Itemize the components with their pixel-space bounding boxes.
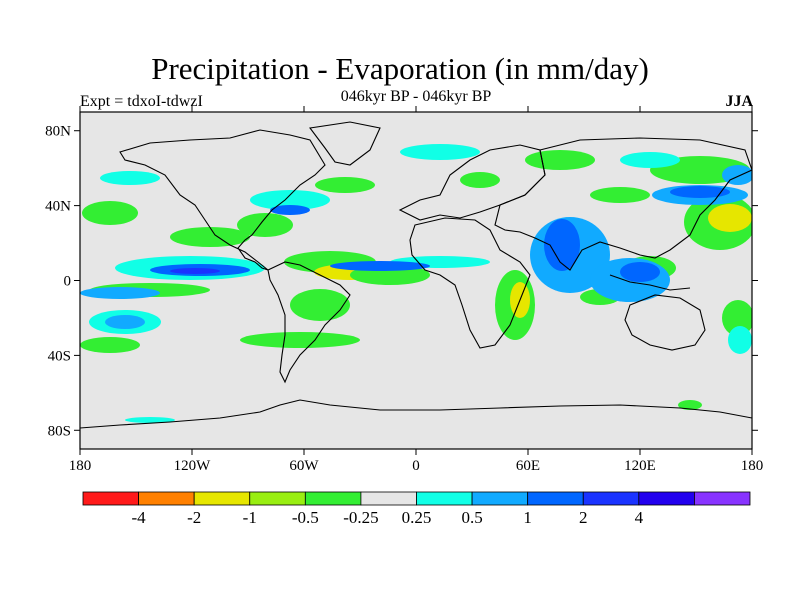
latitude-axis: 80N 40N 0 40S 80S: [45, 124, 758, 439]
field-patch: [620, 262, 660, 282]
colorbar-label: -1: [243, 508, 257, 527]
colorbar-swatch: [694, 491, 751, 506]
lat-tick-label: 80S: [48, 423, 71, 439]
colorbar-swatch: [82, 491, 139, 506]
colorbar: -4 -2 -1 -0.5 -0.25 0.25 0.5 1 2 4: [82, 491, 751, 527]
field-patch: [708, 204, 752, 232]
field-patch: [678, 400, 702, 410]
field-patch: [80, 337, 140, 353]
lat-tick-label: 40N: [45, 199, 71, 215]
colorbar-swatch: [638, 491, 695, 506]
field-patch: [290, 289, 350, 321]
colorbar-swatch: [249, 491, 306, 506]
field-patch: [125, 417, 175, 423]
colorbar-label: -0.25: [343, 508, 378, 527]
field-patch: [105, 315, 145, 329]
chart-subtitle: 046kyr BP - 046kyr BP: [340, 88, 492, 105]
coastline-greenland: [309, 121, 381, 166]
field-patch: [728, 326, 752, 354]
colorbar-label: -4: [131, 508, 146, 527]
lon-tick-label: 120E: [624, 458, 656, 474]
field-patch: [544, 219, 580, 271]
colorbar-label: 1: [523, 508, 532, 527]
colorbar-swatch: [582, 491, 640, 506]
coastline-north-america: [119, 129, 326, 271]
coastline-indonesia: [609, 274, 691, 291]
colorbar-swatch: [360, 491, 417, 506]
lat-tick-label: 80N: [45, 124, 71, 140]
lon-tick-label: 180: [741, 458, 764, 474]
field-patch: [250, 190, 330, 210]
field-patch: [722, 300, 752, 336]
precip-field: [80, 144, 752, 423]
longitude-axis: 180 120W 60W 0 60E 120E 180: [69, 106, 764, 474]
field-patch: [670, 186, 730, 198]
field-patch: [82, 201, 138, 225]
colorbar-swatch: [416, 491, 473, 506]
lon-tick-label: 60W: [289, 458, 319, 474]
field-patch: [590, 187, 650, 203]
field-patch: [315, 177, 375, 193]
season-label: JJA: [725, 93, 753, 110]
field-patch: [240, 332, 360, 348]
colorbar-label: 0.25: [402, 508, 432, 527]
field-patch: [237, 213, 293, 237]
field-patch: [80, 287, 160, 299]
field-patch: [330, 261, 430, 271]
coastline-africa: [409, 217, 531, 349]
colorbar-label: -2: [187, 508, 201, 527]
coastline-asia: [494, 137, 752, 271]
coastline-australia: [624, 294, 706, 351]
colorbar-label: 4: [635, 508, 644, 527]
field-patch: [100, 171, 160, 185]
field-patch: [460, 172, 500, 188]
field-patch: [170, 227, 250, 247]
lat-tick-label: 40S: [48, 348, 71, 364]
colorbar-swatch: [527, 491, 584, 506]
lon-tick-label: 60E: [516, 458, 540, 474]
coastline-antarctica: [80, 399, 752, 429]
colorbar-swatch: [138, 491, 195, 506]
coastline-south-america: [267, 261, 351, 384]
field-patch: [270, 205, 310, 215]
colorbar-swatch: [193, 491, 251, 506]
experiment-label: Expt = tdxoI-tdwzI: [80, 93, 203, 110]
field-patch: [400, 144, 480, 160]
lat-tick-label: 0: [64, 274, 72, 290]
colorbar-swatch: [304, 491, 362, 506]
coastlines: [80, 121, 752, 429]
field-patch: [620, 152, 680, 168]
field-patch: [722, 165, 752, 185]
colorbar-label: -0.5: [292, 508, 319, 527]
colorbar-swatch: [471, 491, 529, 506]
field-patch: [170, 268, 220, 274]
lon-tick-label: 120W: [174, 458, 212, 474]
lon-tick-label: 0: [412, 458, 420, 474]
colorbar-label: 2: [579, 508, 588, 527]
chart-title: Precipitation - Evaporation (in mm/day): [151, 51, 649, 86]
colorbar-label: 0.5: [461, 508, 482, 527]
field-patch: [525, 150, 595, 170]
lon-tick-label: 180: [69, 458, 92, 474]
